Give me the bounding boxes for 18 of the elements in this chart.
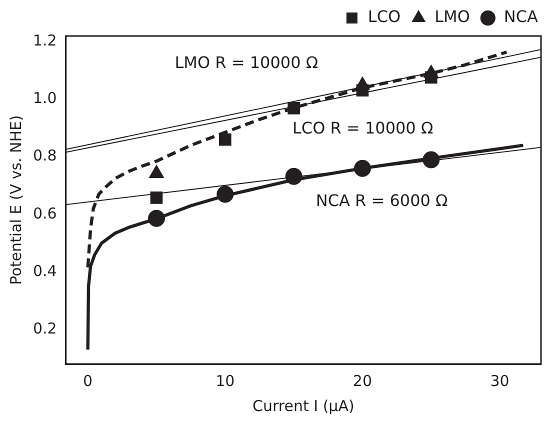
y-tick-label: 0.8 [32, 146, 57, 165]
x-tick-label: 20 [352, 372, 372, 390]
y-tick-label: 0.2 [32, 319, 57, 338]
legend-label: LCO [368, 7, 401, 26]
annotation: LMO R = 10000 Ω [174, 53, 318, 72]
annotation: NCA R = 6000 Ω [316, 190, 448, 210]
x-tick-label: 30 [490, 372, 510, 390]
x-tick-label: 0 [83, 372, 93, 390]
y-tick-label: 1.0 [32, 89, 57, 108]
y-tick-label: 1.2 [32, 32, 57, 50]
annotation: LCO R = 10000 Ω [292, 118, 434, 138]
x-axis-title: Current I (μA) [252, 396, 354, 415]
y-axis-title: Potential E (V vs. NHE) [6, 115, 25, 285]
y-tick-label: 0.6 [32, 204, 57, 222]
legend-label: NCA [504, 7, 538, 26]
x-tick-label: 10 [216, 372, 235, 390]
legend-label: LMO [434, 7, 470, 26]
y-tick-label: 0.4 [32, 262, 57, 280]
